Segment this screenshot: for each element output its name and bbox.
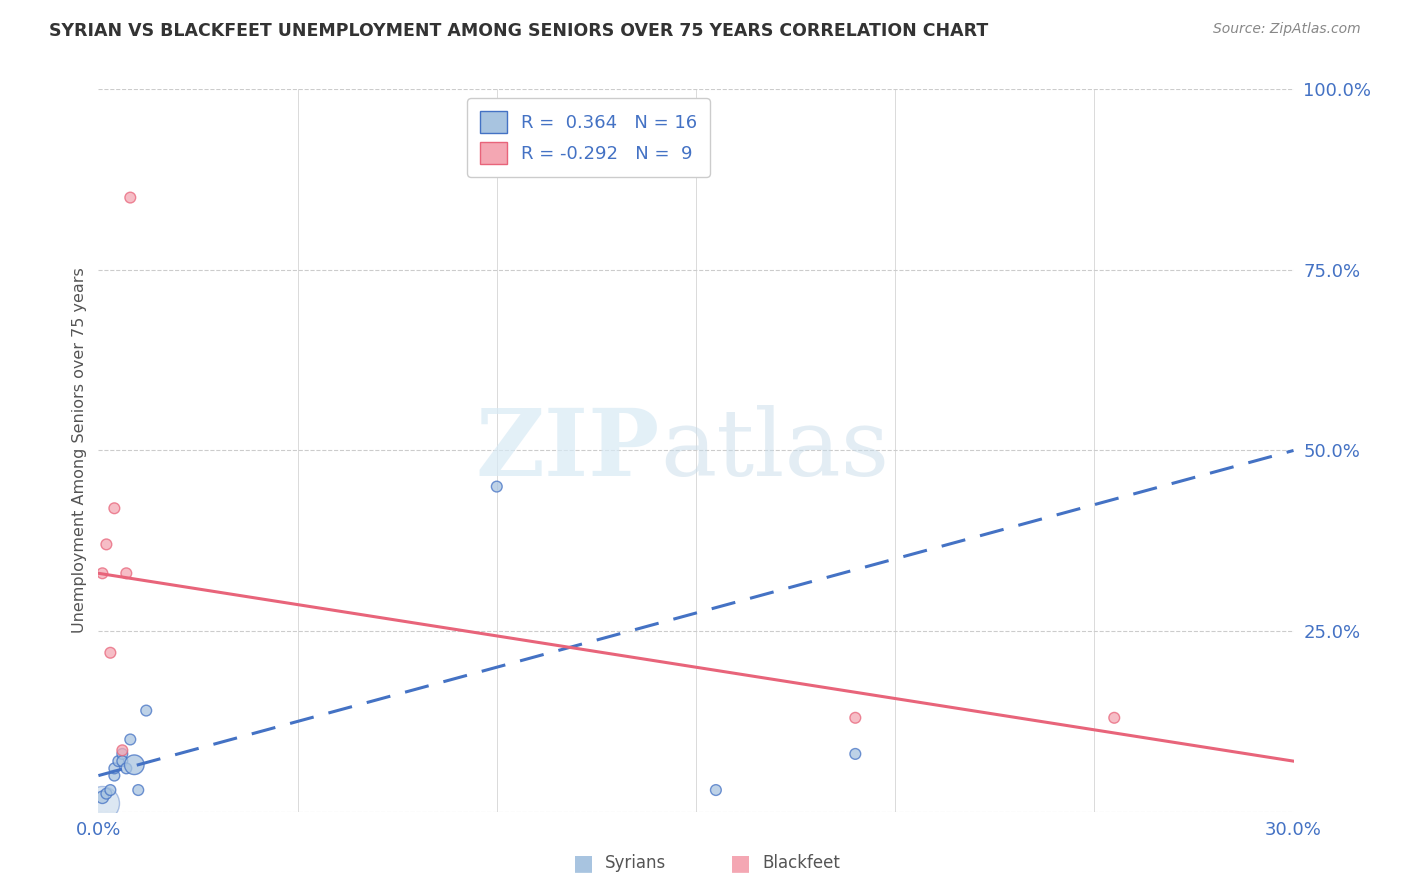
Text: Source: ZipAtlas.com: Source: ZipAtlas.com	[1213, 22, 1361, 37]
Text: Blackfeet: Blackfeet	[762, 855, 839, 872]
Text: atlas: atlas	[661, 406, 890, 495]
Point	[485, 480, 508, 494]
Point	[704, 783, 727, 797]
Text: Syrians: Syrians	[605, 855, 666, 872]
Point	[91, 796, 114, 810]
Point	[127, 783, 149, 797]
Point	[115, 761, 138, 775]
Point	[844, 711, 866, 725]
Point	[1104, 711, 1126, 725]
Point	[111, 747, 134, 761]
Point	[111, 754, 134, 768]
Point	[98, 783, 122, 797]
Point	[103, 761, 125, 775]
Text: ■: ■	[574, 854, 593, 873]
Point	[124, 757, 146, 772]
Text: ZIP: ZIP	[475, 406, 661, 495]
Point	[120, 191, 142, 205]
Point	[111, 743, 134, 757]
Text: SYRIAN VS BLACKFEET UNEMPLOYMENT AMONG SENIORS OVER 75 YEARS CORRELATION CHART: SYRIAN VS BLACKFEET UNEMPLOYMENT AMONG S…	[49, 22, 988, 40]
Point	[91, 566, 114, 581]
Point	[115, 566, 138, 581]
Point	[844, 747, 866, 761]
Point	[103, 501, 125, 516]
Point	[135, 704, 157, 718]
Point	[98, 646, 122, 660]
Y-axis label: Unemployment Among Seniors over 75 years: Unemployment Among Seniors over 75 years	[72, 268, 87, 633]
Point	[96, 787, 118, 801]
Legend: R =  0.364   N = 16, R = -0.292   N =  9: R = 0.364 N = 16, R = -0.292 N = 9	[467, 98, 710, 177]
Point	[96, 537, 118, 551]
Point	[120, 732, 142, 747]
Text: ■: ■	[731, 854, 751, 873]
Point	[91, 790, 114, 805]
Point	[103, 769, 125, 783]
Point	[107, 754, 129, 768]
